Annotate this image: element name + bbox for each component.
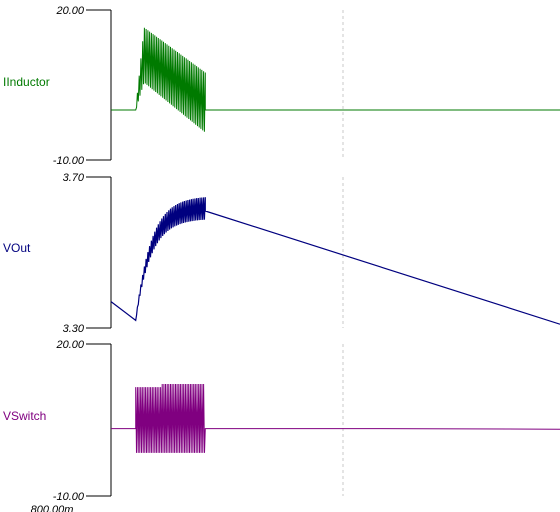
y-tick-bottom: -10.00 (53, 491, 85, 503)
series-label-iinductor: IInductor (3, 75, 50, 89)
series-label-vout: VOut (3, 241, 31, 255)
y-tick-top: 3.70 (63, 172, 85, 184)
panel-vswitch: 20.00 -10.00 VSwitch (3, 339, 560, 503)
series-line-vswitch (111, 383, 560, 453)
series-label-vswitch: VSwitch (3, 409, 46, 423)
y-tick-top: 20.00 (55, 339, 84, 351)
series-line-vout (110, 197, 560, 325)
y-tick-top: 20.00 (55, 5, 84, 17)
panel-iinductor: 20.00 -10.00 IInductor (3, 5, 560, 167)
series-line-iinductor (111, 27, 560, 132)
y-tick-bottom: 3.30 (63, 323, 85, 335)
y-tick-bottom: -10.00 (53, 155, 85, 167)
panel-vout: 3.70 3.30 VOut (3, 172, 560, 335)
x-tick-label: 800.00m (31, 504, 74, 512)
